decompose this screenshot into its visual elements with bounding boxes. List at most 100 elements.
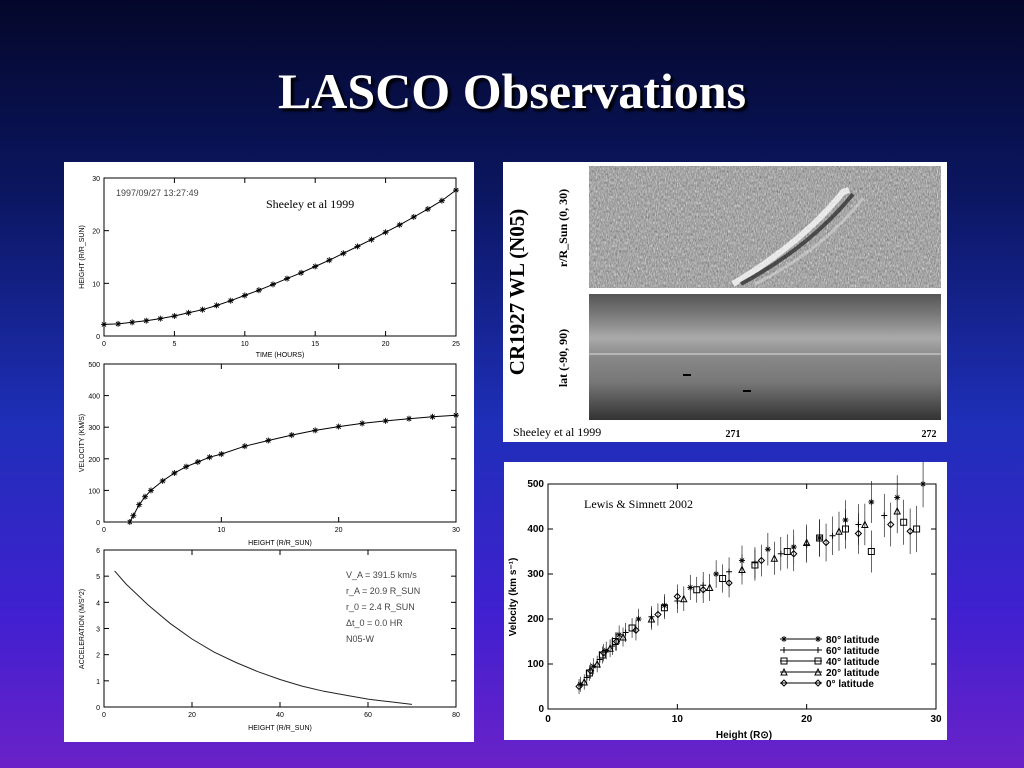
lewis-point bbox=[861, 520, 869, 528]
lewis-point bbox=[593, 659, 601, 668]
velocity-height-xtick-label: 20 bbox=[335, 527, 343, 534]
lewis-point-stroke bbox=[616, 632, 622, 638]
height-time-annotation: 1997/09/27 13:27:49 bbox=[116, 188, 199, 198]
velocity-height-point-stroke bbox=[406, 416, 412, 422]
lewis-xtick-label: 30 bbox=[930, 714, 942, 725]
velocity-height-point bbox=[136, 501, 143, 508]
lewis-frame bbox=[547, 483, 937, 710]
legend-label: 0° latitude bbox=[826, 679, 874, 690]
lewis-point bbox=[790, 550, 798, 558]
height-time-point bbox=[269, 281, 276, 288]
legend-marker bbox=[780, 667, 788, 676]
height-time-point-stroke bbox=[242, 293, 248, 298]
fit-parameter: r_0 = 2.4 R_SUN bbox=[346, 602, 415, 612]
velocity-height-point bbox=[453, 412, 459, 419]
legend-marker bbox=[781, 636, 787, 642]
map-ylabel-top: r/R_Sun (0, 30) bbox=[556, 189, 570, 267]
lewis-point-stroke bbox=[920, 481, 926, 487]
lewis-point bbox=[906, 527, 914, 535]
map-artifact-2 bbox=[743, 390, 751, 392]
height-time-point-stroke bbox=[411, 214, 417, 220]
lewis-point bbox=[816, 534, 824, 542]
velocity-height-ytick-label: 200 bbox=[88, 457, 100, 464]
velocity-height-frame bbox=[103, 363, 457, 523]
fit-parameter: Δt_0 = 0.0 HR bbox=[346, 618, 403, 628]
height-time-fit-line bbox=[103, 189, 457, 325]
lewis-point bbox=[679, 594, 688, 603]
lewis-point bbox=[635, 616, 642, 622]
height-time-ticks: 0 5 10 15 20 25 0 10 20 30 bbox=[92, 176, 460, 348]
lewis-point bbox=[616, 631, 623, 638]
lewis-point bbox=[611, 638, 619, 645]
lewis-point bbox=[705, 583, 714, 591]
lewis-point bbox=[887, 520, 895, 529]
height-time-point bbox=[213, 302, 220, 309]
map-xtick-271: 271 bbox=[726, 429, 741, 440]
lewis-point bbox=[822, 538, 830, 547]
legend-marker bbox=[781, 647, 787, 653]
height-time-series bbox=[101, 187, 459, 328]
height-time-point bbox=[410, 213, 417, 220]
height-time-point bbox=[185, 309, 192, 316]
citation-lewis: Lewis & Simnett 2002 bbox=[584, 497, 693, 511]
height-time-point bbox=[255, 287, 262, 294]
velocity-height-point-stroke bbox=[312, 427, 318, 433]
lewis-point bbox=[619, 632, 627, 641]
height-time-point-stroke bbox=[326, 257, 332, 263]
radial-map-noise bbox=[589, 166, 941, 288]
lewis-point bbox=[719, 575, 727, 582]
lewis-point bbox=[854, 529, 863, 538]
height-time-point bbox=[143, 317, 150, 324]
lewis-point bbox=[770, 554, 779, 562]
velocity-height-point-stroke bbox=[383, 418, 389, 424]
height-time-point-stroke bbox=[228, 298, 234, 304]
velocity-height-point-stroke bbox=[130, 513, 136, 519]
velocity-height-ytick-label: 300 bbox=[88, 425, 100, 432]
lewis-point-stroke bbox=[687, 585, 693, 590]
height-time-xtick-label: 20 bbox=[382, 341, 390, 348]
fit-parameters: V_A = 391.5 km/s r_A = 20.9 R_SUN r_0 = 2.… bbox=[346, 570, 420, 644]
fit-parameter: V_A = 391.5 km/s bbox=[346, 570, 417, 580]
velocity-height-point bbox=[206, 454, 213, 461]
sheeley-profile-panel: 1997/09/27 13:27:49 Sheeley et al 1999 T… bbox=[64, 162, 474, 742]
lewis-xtick-label: 0 bbox=[545, 714, 551, 725]
legend-marker bbox=[814, 679, 822, 687]
velocity-height-ylabel: VELOCITY (KM/S) bbox=[79, 414, 86, 472]
height-time-xtick-label: 10 bbox=[241, 341, 249, 348]
legend-marker bbox=[814, 667, 822, 676]
velocity-height-point bbox=[142, 493, 149, 500]
lewis-point bbox=[585, 669, 593, 677]
height-time-point-stroke bbox=[453, 187, 459, 193]
height-time-point bbox=[382, 229, 389, 236]
legend-marker bbox=[815, 636, 821, 642]
legend-marker bbox=[780, 679, 788, 687]
acceleration-height-ytick-label: 6 bbox=[96, 548, 100, 555]
map-xtick-272: 272 bbox=[922, 429, 937, 440]
legend-label: 20° latitude bbox=[826, 668, 880, 679]
height-time-ytick-label: 20 bbox=[92, 229, 100, 236]
lewis-point bbox=[612, 637, 621, 646]
lewis-ytick-label: 200 bbox=[527, 614, 544, 625]
lewis-point bbox=[699, 586, 707, 594]
legend-label: 40° latitude bbox=[826, 657, 880, 668]
velocity-height-point bbox=[130, 512, 137, 519]
velocity-height-xtick-label: 0 bbox=[102, 527, 106, 534]
height-time-frame bbox=[103, 177, 457, 337]
legend-marker-stroke bbox=[781, 636, 787, 642]
height-time-point-stroke bbox=[171, 313, 177, 319]
lewis-point-stroke bbox=[868, 499, 874, 505]
lewis-point bbox=[632, 626, 640, 634]
velocity-height-point bbox=[147, 487, 154, 494]
height-time-ytick-label: 10 bbox=[92, 281, 100, 288]
lewis-point bbox=[586, 667, 595, 675]
map-title: CR1927 WL (N05) bbox=[505, 209, 529, 375]
velocity-height-point bbox=[171, 470, 178, 477]
lewis-point bbox=[654, 610, 662, 619]
legend-marker-stroke bbox=[815, 636, 821, 642]
velocity-height-point bbox=[335, 423, 342, 430]
height-time-point bbox=[424, 206, 431, 213]
lewis-point bbox=[575, 682, 583, 691]
lewis-ytick-label: 0 bbox=[538, 704, 544, 715]
acceleration-height-ytick-label: 0 bbox=[96, 705, 100, 712]
